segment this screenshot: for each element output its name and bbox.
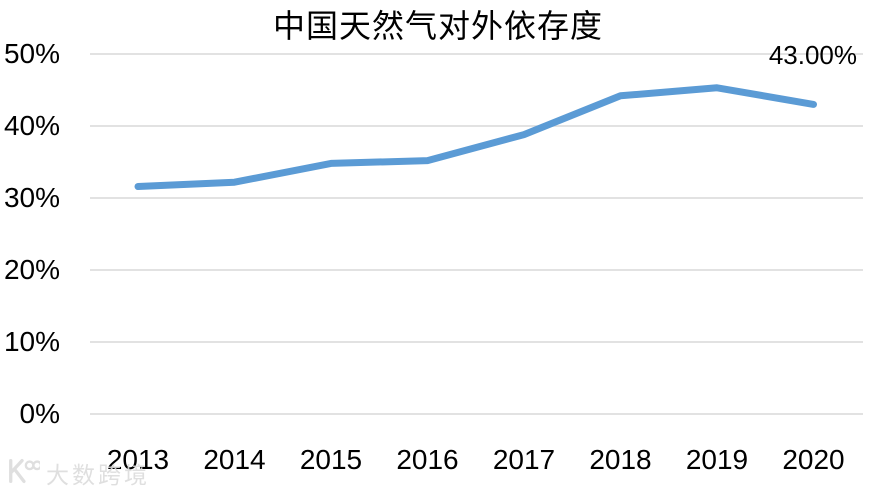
x-tick-label: 2017 [492,444,556,475]
y-tick-label: 0% [19,398,60,429]
y-tick-label: 20% [3,254,60,285]
chart-title: 中国天然气对外依存度 [272,8,603,44]
y-tick-label: 10% [3,326,60,357]
watermark-text: 大数跨境 [46,462,150,488]
watermark-logo-icon [6,457,43,490]
x-tick-label: 2019 [685,444,749,475]
data-line-series [134,84,817,190]
y-tick-label: 40% [3,110,60,141]
x-tick-label: 2013 [106,444,170,475]
y-tick-label: 30% [3,182,60,213]
x-tick-label: 2020 [782,444,845,475]
x-tick-label: 2015 [299,444,363,475]
data-label-2020: 43.00% [768,40,857,70]
y-tick-label: 50% [3,38,60,69]
x-tick-label: 2016 [396,444,459,475]
watermark: 大数跨境 [6,456,150,490]
x-tick-label: 2014 [203,444,266,475]
x-tick-label: 2018 [589,444,652,475]
